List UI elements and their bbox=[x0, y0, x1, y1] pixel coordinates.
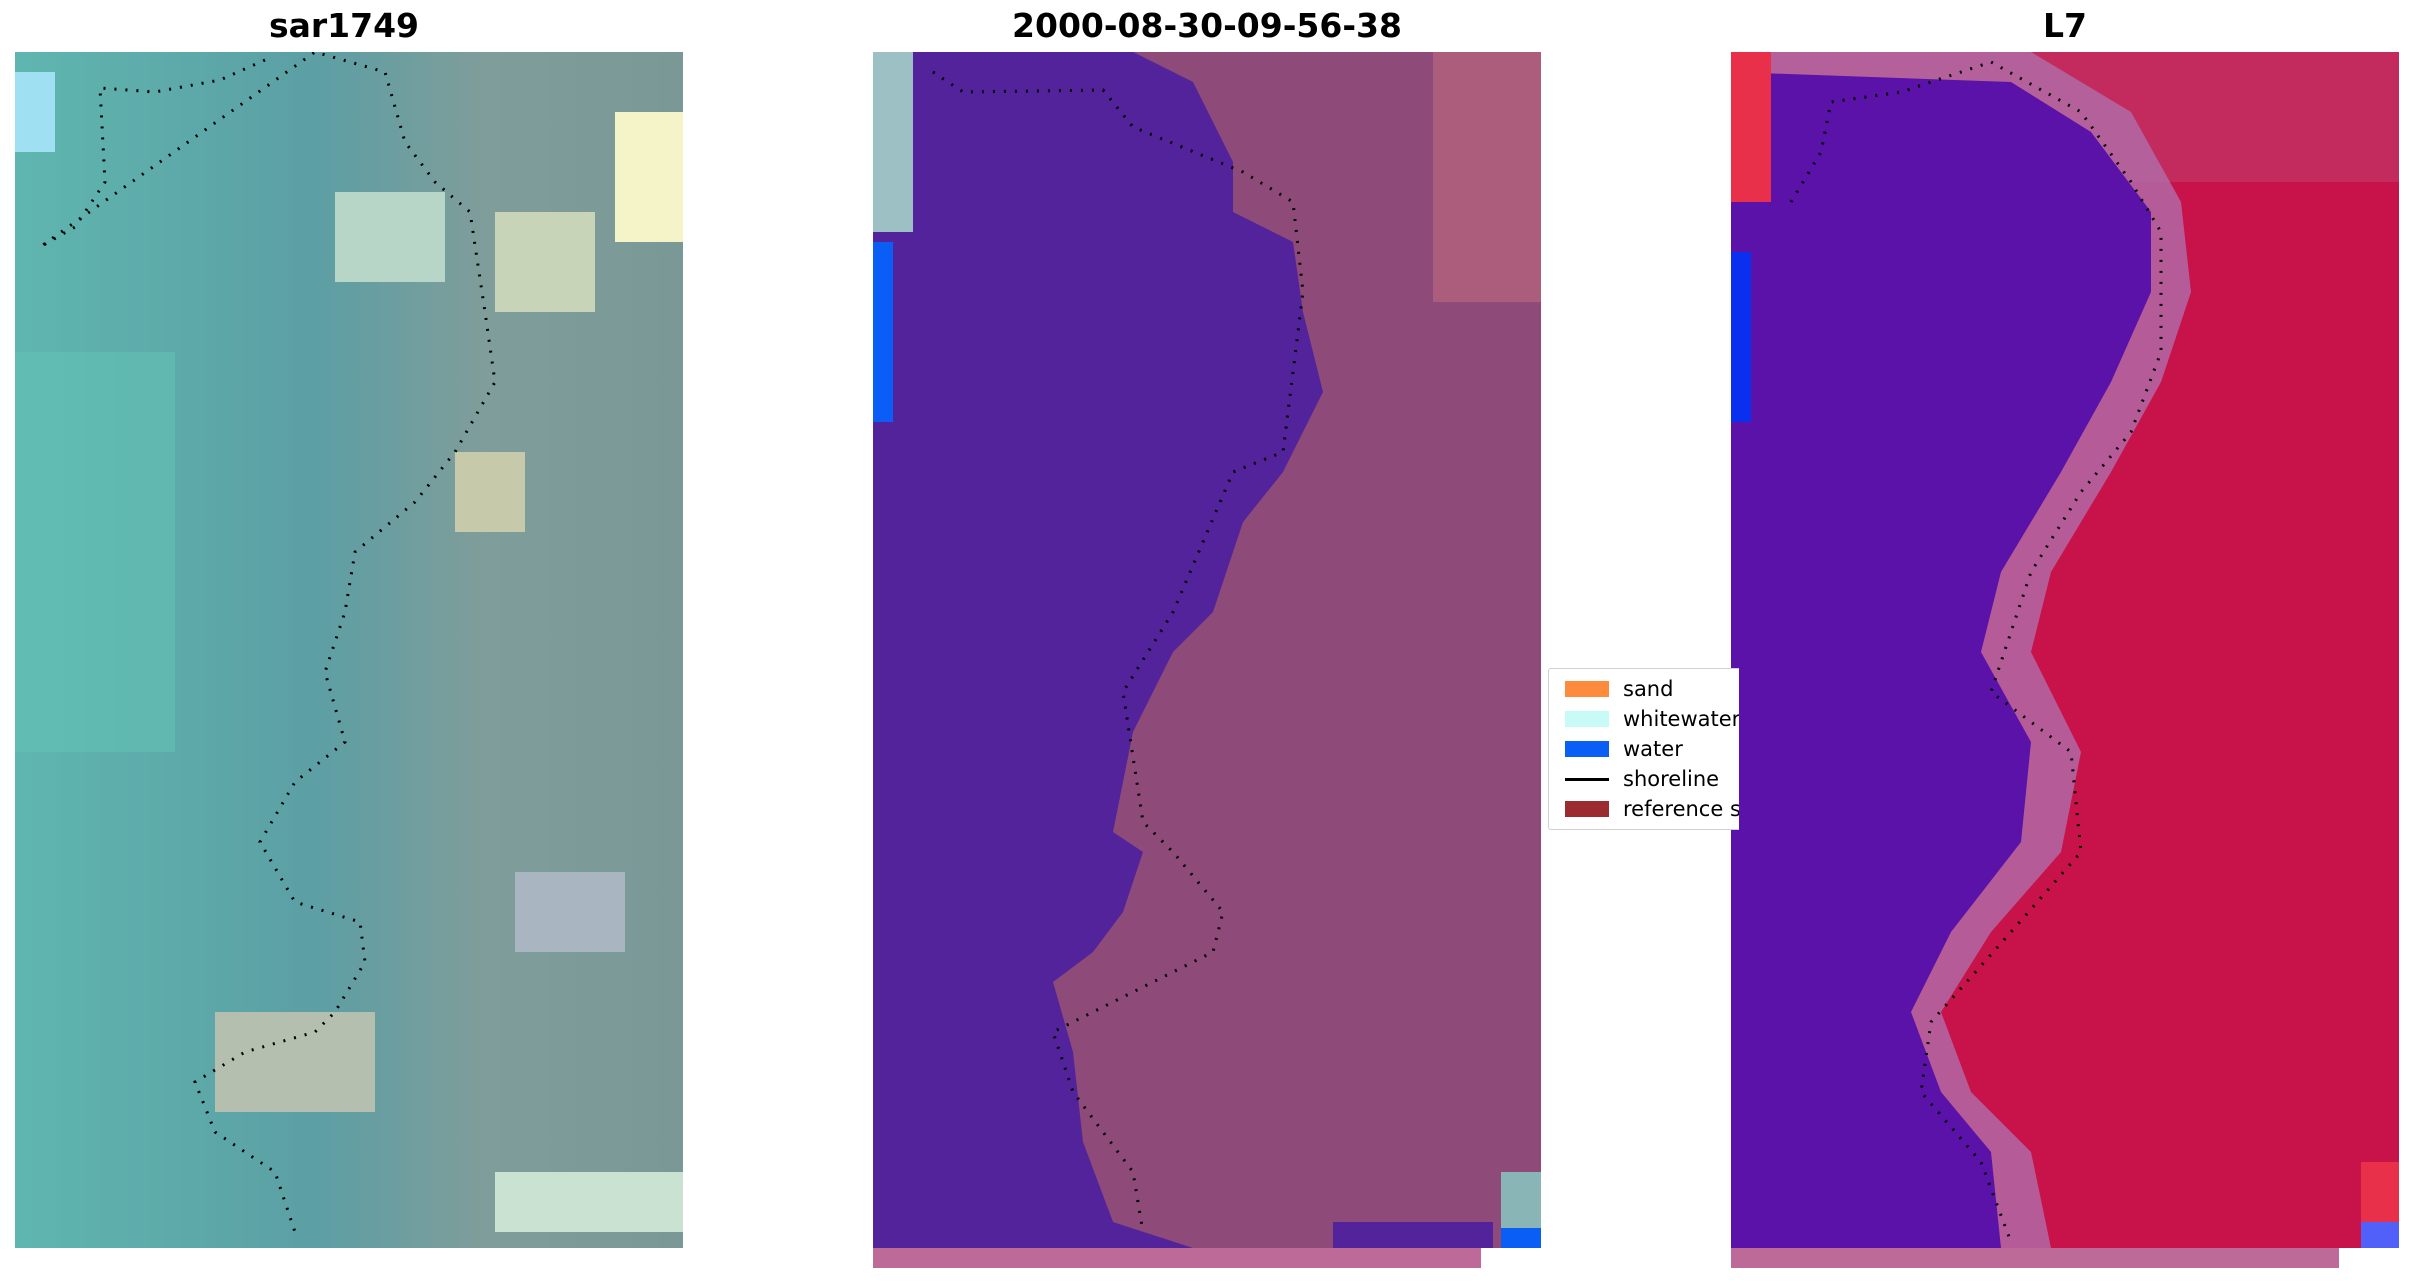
l7-image-panel bbox=[1731, 52, 2399, 1248]
classified-image bbox=[873, 52, 1541, 1248]
legend-label: water bbox=[1623, 737, 1683, 761]
shoreline bbox=[932, 70, 1305, 1233]
whitewater-swatch bbox=[1565, 711, 1609, 727]
rgb-image-panel bbox=[15, 52, 683, 1248]
legend-label: sand bbox=[1623, 677, 1674, 701]
l7-bottom-strip bbox=[1731, 1248, 2339, 1268]
rgb-image bbox=[15, 52, 683, 1248]
legend-item-sand: sand bbox=[1557, 675, 1739, 705]
legend-label: whitewater bbox=[1623, 707, 1739, 731]
water-swatch bbox=[1565, 741, 1609, 757]
legend-item-water: water bbox=[1557, 735, 1739, 765]
classified-bottom-strip bbox=[873, 1248, 1481, 1268]
legend: sand whitewater water shoreline referenc… bbox=[1548, 668, 1739, 830]
panel-title-date: 2000-08-30-09-56-38 bbox=[1012, 6, 1402, 45]
legend-item-shoreline: shoreline bbox=[1557, 765, 1739, 795]
sand-swatch bbox=[1565, 681, 1609, 697]
legend-label: shoreline bbox=[1623, 767, 1720, 791]
legend-label: reference s bbox=[1623, 797, 1739, 821]
legend-item-whitewater: whitewater bbox=[1557, 705, 1739, 735]
panel-title-l7: L7 bbox=[2043, 6, 2087, 45]
classified-image-panel bbox=[873, 52, 1541, 1248]
legend-item-reference-shoreline: reference s bbox=[1557, 795, 1739, 825]
panel-title-sar1749: sar1749 bbox=[268, 6, 420, 45]
l7-image bbox=[1731, 52, 2399, 1248]
reference-swatch bbox=[1565, 801, 1609, 817]
shoreline-line-swatch bbox=[1565, 778, 1609, 781]
